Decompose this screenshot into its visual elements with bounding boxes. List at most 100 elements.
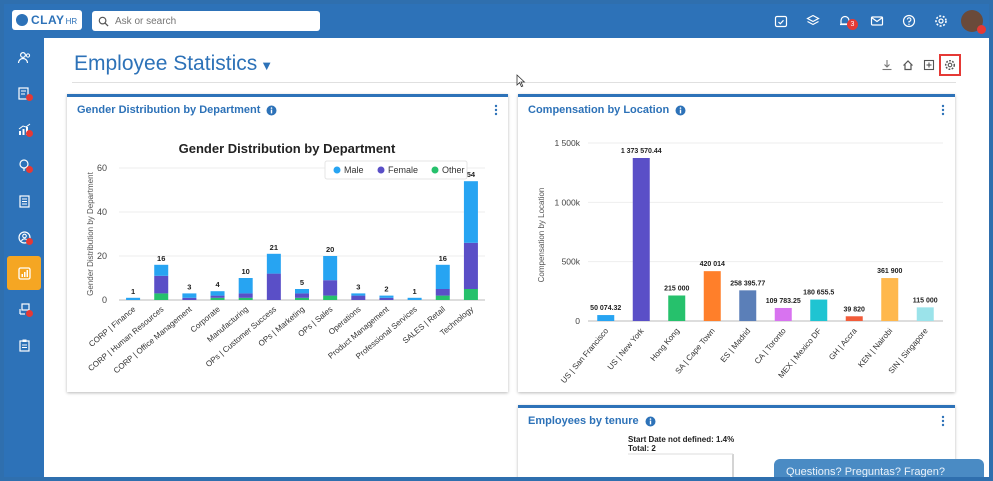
chat-widget-button[interactable]: Questions? Preguntas? Fragen?	[774, 459, 984, 477]
legend-label: Female	[388, 165, 418, 175]
bar-segment-other	[210, 297, 225, 300]
download-button[interactable]	[876, 55, 897, 75]
data-label: 1	[131, 287, 135, 296]
sidebar-alert-dot	[26, 310, 33, 317]
bar-segment-female	[266, 273, 281, 300]
sidebar-alert-dot	[26, 238, 33, 245]
help-icon[interactable]	[893, 4, 925, 38]
app-logo[interactable]: CLAY HR	[12, 10, 82, 30]
compensation-card: Compensation by Location Compensation by…	[518, 94, 955, 392]
y-tick-label: 1 500k	[554, 138, 580, 148]
data-label: 3	[356, 282, 360, 291]
y-tick-label: 0	[575, 316, 580, 326]
kebab-menu-icon[interactable]	[941, 104, 945, 116]
y-tick-label: 60	[97, 163, 107, 173]
kebab-menu-icon[interactable]	[941, 415, 945, 427]
info-icon[interactable]	[645, 416, 656, 427]
data-label: 109 783.25	[766, 298, 801, 305]
legend-label: Other	[442, 165, 465, 175]
y-axis-label: Gender Distribution by Department	[86, 171, 95, 295]
legend-box	[324, 160, 468, 180]
sidebar-item-analytics[interactable]	[4, 112, 44, 146]
layers-icon[interactable]	[797, 4, 829, 38]
documents-icon	[18, 194, 30, 208]
card-header: Compensation by Location	[518, 97, 955, 123]
bar	[845, 316, 863, 321]
bar-segment-female	[182, 297, 197, 300]
dashboard-tools	[876, 54, 961, 76]
bar-segment-male	[435, 264, 450, 289]
bar-segment-female	[238, 293, 253, 298]
bar-segment-female	[435, 289, 450, 296]
bar-segment-female	[351, 295, 366, 300]
page-title[interactable]: Employee Statistics ▼	[74, 52, 273, 76]
sidebar-item-reports[interactable]	[7, 256, 41, 290]
info-icon[interactable]	[675, 105, 686, 116]
sidebar-item-profile[interactable]	[4, 220, 44, 254]
y-tick-label: 500k	[562, 257, 581, 267]
sidebar-item-timesheet[interactable]	[4, 76, 44, 110]
x-tick-label: CA | Toronto	[753, 326, 788, 366]
search-input[interactable]	[115, 15, 305, 27]
sidebar-item-goals[interactable]	[4, 148, 44, 182]
gender-distribution-card: Gender Distribution by Department Gender…	[67, 94, 508, 392]
bar-segment-male	[351, 293, 366, 296]
bar-segment-male	[407, 297, 422, 300]
bar-segment-other	[154, 293, 169, 300]
tenure-chart: Start Date not defined: 1.4%Total: 2	[628, 435, 734, 477]
data-label: 4	[215, 280, 220, 289]
sidebar-item-documents[interactable]	[4, 184, 44, 218]
bar	[916, 307, 934, 321]
data-label: 1 373 570.44	[621, 148, 662, 155]
bar-segment-other	[295, 297, 309, 300]
bar	[774, 307, 792, 321]
sidebar-alert-dot	[26, 130, 33, 137]
x-tick-label: ES | Madrid	[719, 327, 753, 365]
info-icon[interactable]	[266, 105, 277, 116]
bar-segment-female	[210, 295, 225, 298]
page-title-text: Employee Statistics	[74, 52, 258, 75]
kebab-menu-icon[interactable]	[494, 104, 498, 116]
user-avatar[interactable]	[961, 10, 986, 34]
x-tick-label: US | New York	[606, 326, 647, 372]
bar	[703, 271, 721, 321]
bar-segment-other	[463, 289, 478, 300]
settings-icon[interactable]	[925, 4, 957, 38]
timesheet-icon	[17, 86, 29, 100]
sidebar-item-org[interactable]	[4, 292, 44, 326]
sidebar-alert-dot	[26, 166, 33, 173]
title-divider	[72, 82, 956, 83]
data-label: 420 014	[700, 261, 725, 268]
sidebar-alert-dot	[26, 94, 33, 101]
logo-mark-icon	[16, 14, 28, 26]
legend-label: Male	[344, 165, 364, 175]
data-label: 361 900	[877, 268, 902, 275]
card-header: Gender Distribution by Department	[67, 97, 508, 123]
people-icon	[17, 51, 30, 63]
card-title: Gender Distribution by Department	[77, 104, 261, 116]
search-box[interactable]	[92, 11, 320, 31]
x-tick-label: Hong Kong	[649, 327, 682, 363]
mail-icon[interactable]	[861, 4, 893, 38]
compensation-chart: Compensation by Location 0 500k 1 000k 1 500…	[537, 138, 943, 385]
header-icons: 3	[765, 4, 989, 38]
data-label: 3	[187, 282, 191, 291]
bar-segment-male	[154, 264, 169, 276]
home-icon	[902, 60, 913, 71]
calendar-check-icon[interactable]	[765, 4, 797, 38]
legend-marker	[377, 166, 385, 174]
add-widget-button[interactable]	[918, 55, 939, 75]
bar	[597, 315, 615, 321]
x-tick-label: SA | Cape Town	[673, 327, 716, 376]
data-label: 20	[326, 245, 334, 254]
data-label: 39 820	[844, 306, 866, 313]
home-button[interactable]	[897, 55, 918, 75]
sidebar-item-people[interactable]	[4, 40, 44, 74]
bell-icon[interactable]: 3	[829, 4, 861, 38]
legend-marker	[333, 166, 341, 174]
dashboard-settings-button[interactable]	[939, 54, 961, 76]
sidebar-item-clipboard[interactable]	[4, 328, 44, 362]
legend-marker	[431, 166, 439, 174]
data-label: 115 000	[913, 297, 938, 304]
data-label: 50 074.32	[590, 305, 621, 312]
